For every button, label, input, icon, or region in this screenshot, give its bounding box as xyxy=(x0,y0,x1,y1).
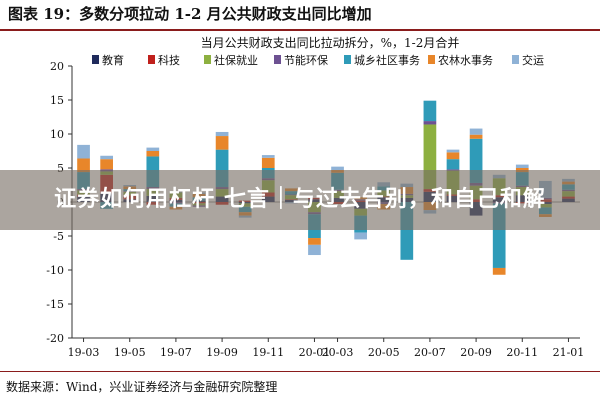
source-note: 数据来源：Wind，兴业证券经济与金融研究院整理 xyxy=(6,380,278,394)
x-tick-label: 20-01 xyxy=(299,346,331,359)
figure-header: 图表 19：多数分项拉动 1-2 月公共财政支出同比增加 xyxy=(0,0,600,30)
bar-segment xyxy=(446,159,460,170)
x-tick-label: 21-01 xyxy=(553,346,585,359)
x-tick-label: 20-09 xyxy=(460,346,492,359)
legend-swatch xyxy=(512,55,519,64)
bar-segment xyxy=(100,159,113,170)
x-tick-label: 19-07 xyxy=(160,346,192,359)
bar-segment xyxy=(308,238,321,245)
footer-divider xyxy=(0,371,600,372)
header-divider xyxy=(0,29,600,31)
bar-segment xyxy=(215,136,229,150)
legend-label: 城乡社区事务 xyxy=(354,53,420,67)
y-tick-label: -10 xyxy=(46,264,64,277)
bar-segment xyxy=(423,121,437,125)
legend-label: 交运 xyxy=(522,53,544,67)
legend-swatch xyxy=(428,55,435,64)
chart-title: 当月公共财政支出同比拉动拆分，%，1-2月合并 xyxy=(201,35,460,50)
bar-segment xyxy=(261,157,275,168)
bar-segment xyxy=(77,144,90,159)
bar-segment xyxy=(100,155,113,160)
y-tick-label: -15 xyxy=(46,298,64,311)
bar-segment xyxy=(354,232,367,240)
legend-swatch xyxy=(92,55,99,64)
legend-label: 农林水事务 xyxy=(438,53,493,67)
y-tick-label: -20 xyxy=(46,332,64,345)
bar-segment xyxy=(423,100,437,122)
y-tick-label: 5 xyxy=(57,162,64,175)
legend-swatch xyxy=(204,55,211,64)
x-tick-label: 19-05 xyxy=(114,346,146,359)
legend-swatch xyxy=(148,55,155,64)
legend-label: 科技 xyxy=(158,53,180,67)
legend-label: 教育 xyxy=(102,53,124,67)
x-tick-label: 20-05 xyxy=(368,346,400,359)
figure-title: 图表 19：多数分项拉动 1-2 月公共财政支出同比增加 xyxy=(8,5,372,23)
legend-swatch xyxy=(274,55,281,64)
bar-segment xyxy=(215,131,229,137)
y-tick-label: -5 xyxy=(53,230,64,243)
x-tick-label: 19-03 xyxy=(68,346,100,359)
bar-segment xyxy=(469,128,483,135)
bar-segment xyxy=(446,152,460,160)
bar-segment xyxy=(492,267,506,275)
bar-segment xyxy=(469,134,483,139)
y-tick-label: 10 xyxy=(50,128,64,141)
y-tick-label: 20 xyxy=(50,60,64,73)
y-tick-label: 15 xyxy=(50,94,64,107)
bar-segment xyxy=(77,158,90,173)
bar-segment xyxy=(331,166,344,171)
promo-banner[interactable]: 证券如何用杠杆 七言｜与过去告别，和自己和解 xyxy=(0,170,600,230)
bar-segment xyxy=(446,149,460,153)
bar-segment xyxy=(308,244,321,256)
bar-segment xyxy=(146,147,160,151)
bar-segment xyxy=(515,164,529,168)
chart-legend: 教育 科技 社保就业 节能环保 城乡社区事务 农林水事务 交运 xyxy=(92,53,544,67)
x-tick-label: 20-07 xyxy=(414,346,446,359)
legend-label: 社保就业 xyxy=(214,53,258,67)
legend-swatch xyxy=(344,55,351,64)
x-tick-label: 19-09 xyxy=(206,346,238,359)
bar-segment xyxy=(261,155,275,158)
legend-label: 节能环保 xyxy=(284,53,328,67)
x-tick-label: 20-03 xyxy=(322,346,354,359)
x-tick-label: 19-11 xyxy=(252,346,284,359)
promo-banner-text: 证券如何用杠杆 七言｜与过去告别，和自己和解 xyxy=(54,187,546,212)
x-tick-label: 20-11 xyxy=(506,346,538,359)
bar-segment xyxy=(146,151,160,157)
